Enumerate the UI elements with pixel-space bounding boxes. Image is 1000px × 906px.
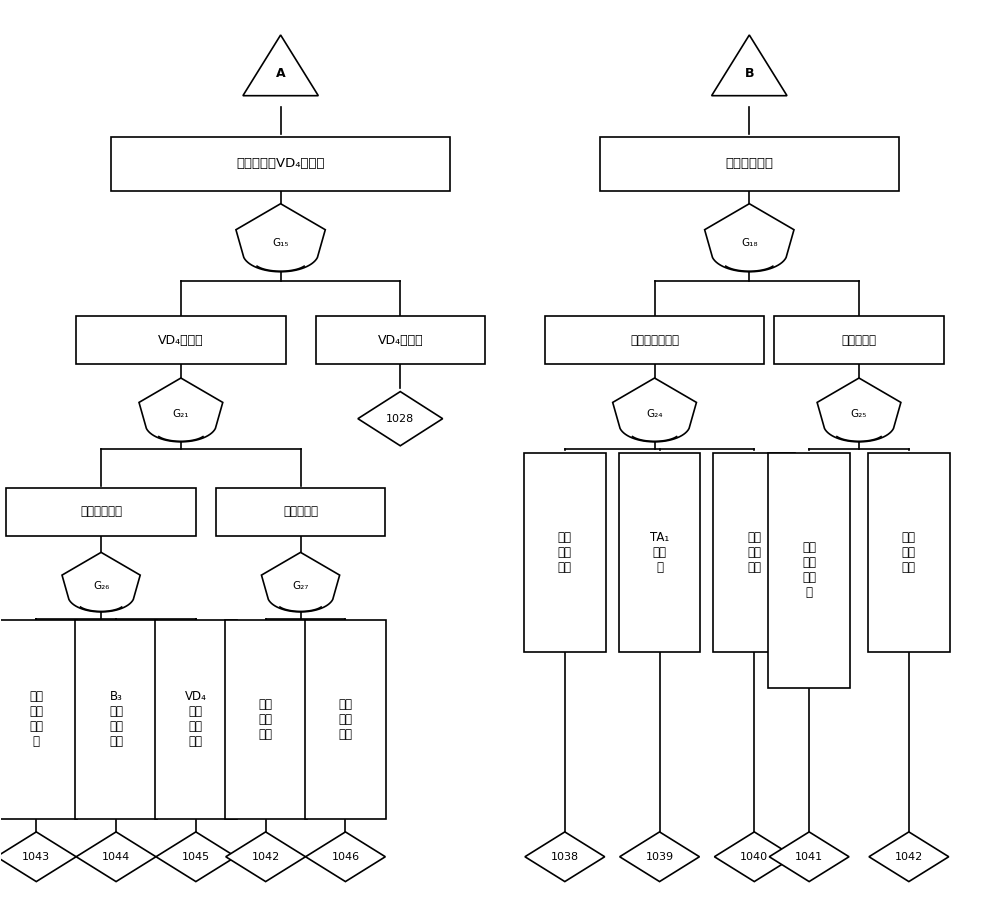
Text: 1044: 1044 [102,852,130,862]
Text: 触发
器电
压偏
低: 触发 器电 压偏 低 [29,690,43,748]
FancyBboxPatch shape [305,620,386,819]
Text: B₃
电输
出压
偏低: B₃ 电输 出压 偏低 [109,690,123,748]
Text: VD₄
门限
电压
偏高: VD₄ 门限 电压 偏高 [185,690,207,748]
Polygon shape [156,832,236,882]
Text: 无触发指令: 无触发指令 [283,506,318,518]
Polygon shape [62,553,140,612]
FancyBboxPatch shape [76,316,286,364]
FancyBboxPatch shape [6,487,196,535]
FancyBboxPatch shape [619,453,700,651]
Polygon shape [869,832,949,882]
Text: 1042: 1042 [252,852,280,862]
Text: 赋能脉冲故障: 赋能脉冲故障 [725,158,773,170]
Polygon shape [226,832,306,882]
Text: 取样
电流
变小: 取样 电流 变小 [747,531,761,573]
Text: 1028: 1028 [386,414,414,424]
Text: 定时
器不
工作: 定时 器不 工作 [902,531,916,573]
Polygon shape [358,391,443,446]
FancyBboxPatch shape [75,620,157,819]
Text: 比较
器不
工作: 比较 器不 工作 [558,531,572,573]
Text: 无赋能结束指令: 无赋能结束指令 [630,333,679,347]
Polygon shape [714,832,794,882]
Polygon shape [817,378,901,442]
Text: G₂₄: G₂₄ [646,410,663,419]
Polygon shape [261,553,340,612]
Polygon shape [613,378,696,442]
Text: 1043: 1043 [22,852,50,862]
Text: 赋能
控制
不工
作: 赋能 控制 不工 作 [802,542,816,600]
Polygon shape [705,204,794,272]
Polygon shape [712,35,787,96]
Text: 触发
器不
工作: 触发 器不 工作 [338,698,352,741]
Polygon shape [76,832,156,882]
Text: B: B [745,67,754,80]
Text: G₁₈: G₁₈ [741,237,758,247]
Text: 无赋能脉冲: 无赋能脉冲 [842,333,876,347]
Polygon shape [243,35,318,96]
FancyBboxPatch shape [0,620,77,819]
FancyBboxPatch shape [768,453,850,688]
Text: G₂₇: G₂₇ [292,581,309,591]
Polygon shape [306,832,385,882]
FancyBboxPatch shape [155,620,237,819]
Text: 不能有效触发: 不能有效触发 [80,506,122,518]
FancyBboxPatch shape [316,316,485,364]
Text: 1045: 1045 [182,852,210,862]
Text: 1041: 1041 [795,852,823,862]
Text: A: A [276,67,285,80]
Text: TA₁
不工
作: TA₁ 不工 作 [650,531,669,573]
Polygon shape [769,832,849,882]
Text: 1040: 1040 [740,852,768,862]
Polygon shape [620,832,699,882]
Text: G₂₅: G₂₅ [851,410,867,419]
Text: VD₄不触发: VD₄不触发 [158,333,204,347]
FancyBboxPatch shape [600,137,899,191]
FancyBboxPatch shape [111,137,450,191]
FancyBboxPatch shape [225,620,307,819]
Text: 放电开关管VD₄不工作: 放电开关管VD₄不工作 [236,158,325,170]
Text: G₂₆: G₂₆ [93,581,109,591]
Text: 定时
器不
工作: 定时 器不 工作 [259,698,273,741]
FancyBboxPatch shape [774,316,944,364]
Polygon shape [139,378,223,442]
Text: 1046: 1046 [331,852,359,862]
FancyBboxPatch shape [713,453,795,651]
FancyBboxPatch shape [545,316,764,364]
Polygon shape [236,204,325,272]
Text: G₁₅: G₁₅ [272,237,289,247]
FancyBboxPatch shape [216,487,385,535]
Text: 1042: 1042 [895,852,923,862]
Text: 1039: 1039 [645,852,674,862]
Polygon shape [525,832,605,882]
Text: 1038: 1038 [551,852,579,862]
Polygon shape [0,832,76,882]
Text: G₂₁: G₂₁ [173,410,189,419]
FancyBboxPatch shape [868,453,950,651]
FancyBboxPatch shape [524,453,606,651]
Text: VD₄被击穿: VD₄被击穿 [377,333,423,347]
